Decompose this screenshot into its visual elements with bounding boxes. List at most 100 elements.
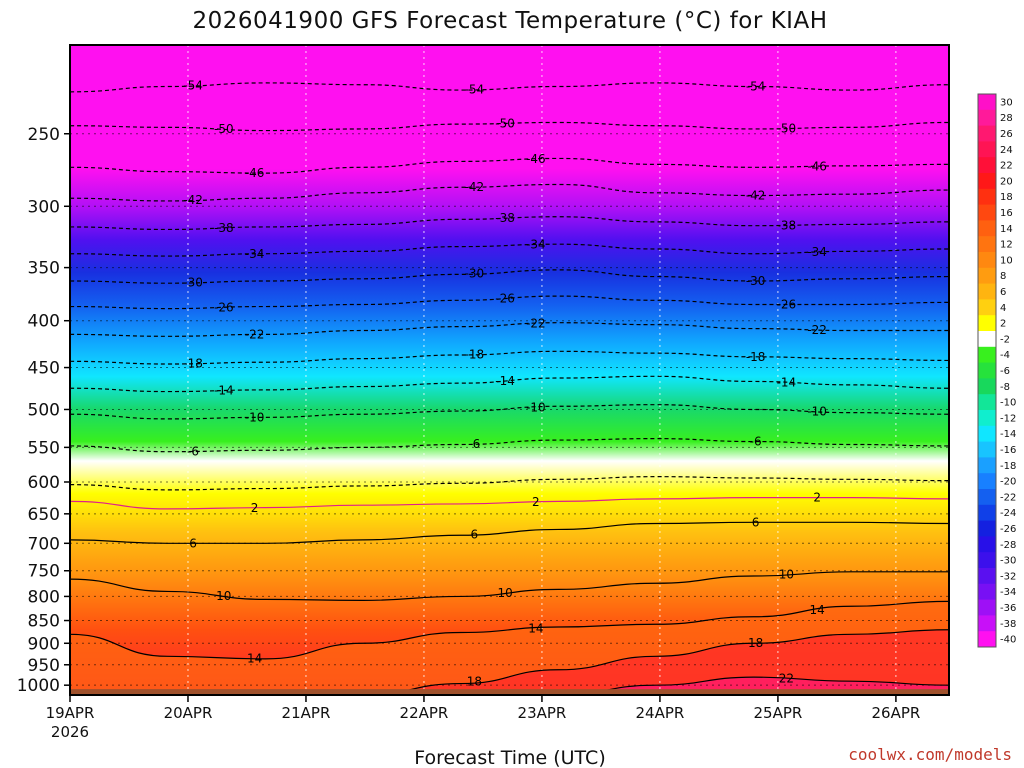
isotherm-label: 14 [247,652,262,666]
colorbar-label: -32 [1000,571,1016,582]
colorbar-swatch [978,173,996,190]
x-tick-label: 22APR [400,704,449,722]
isotherm--38 [70,216,949,231]
isotherm-label: -42 [746,189,766,203]
colorbar-label: -18 [1000,461,1016,472]
y-tick-label: 350 [28,259,60,279]
isotherm-label: -14 [214,384,234,398]
y-tick-label: 850 [28,612,60,632]
colorbar-label: -8 [1000,382,1010,393]
colorbar-swatch [978,204,996,221]
colorbar-swatch [978,536,996,553]
colorbar-label: -28 [1000,540,1016,551]
colorbar-swatch [978,552,996,569]
isotherm-label: 10 [779,568,794,582]
y-tick-label: 950 [28,656,60,676]
isotherm-label: -10 [526,400,546,414]
isotherm-label: -18 [746,350,766,364]
isotherm-label: 6 [752,515,760,529]
colorbar-label: 8 [1000,271,1006,282]
x-tick-label: 19APR [46,704,95,722]
isotherm-label: -54 [465,83,485,97]
isotherm-6 [70,521,949,544]
colorbar-swatch [978,267,996,284]
isotherm-10 [70,571,949,601]
colorbar-label: -34 [1000,587,1016,598]
isotherm-label: -26 [777,297,797,311]
colorbar-label: 20 [1000,176,1013,187]
isotherm--30 [70,269,949,284]
colorbar-label: -40 [1000,635,1016,646]
y-tick-label: 700 [28,534,60,554]
colorbar-label: -20 [1000,477,1016,488]
colorbar-label: -36 [1000,603,1016,614]
colorbar-swatch [978,504,996,521]
colorbar-swatch [978,615,996,632]
isotherm-label: 22 [779,671,794,685]
colorbar-swatch [978,441,996,458]
isotherm--14 [70,375,949,393]
colorbar-frame [977,93,997,648]
isotherm-label: -26 [214,300,234,314]
colorbar-label: 6 [1000,287,1006,298]
colorbar-swatch [978,188,996,205]
colorbar-swatch [978,394,996,411]
colorbar-swatch [978,109,996,126]
colorbar-label: -6 [1000,366,1010,377]
colorbar-label: 22 [1000,161,1013,172]
isotherm-label: -38 [777,218,797,232]
x-axis: 19APR 20APR 21APR 22APR 23APR 24APR 25APR 26APR… [46,695,920,741]
colorbar-swatch [978,331,996,348]
x-tick-label: 23APR [518,704,567,722]
colorbar-swatch [978,283,996,300]
isotherm--54 [70,82,949,93]
y-tick-label: 600 [28,473,60,493]
isotherm--10 [70,404,949,420]
colorbar-swatch [978,378,996,395]
colorbar-label: 18 [1000,192,1013,203]
isotherm-label: -10 [807,405,827,419]
x-year-label: 2026 [51,723,89,741]
colorbar-swatch [978,94,996,111]
isotherm-label: -6 [468,437,480,451]
colorbar-label: -14 [1000,429,1016,440]
isotherm-label: 10 [216,589,231,603]
colorbar-swatch [978,220,996,237]
isotherm--22 [70,322,949,337]
colorbar-label: -2 [1000,334,1010,345]
isotherm-label: -46 [526,152,546,166]
isotherm-label: 10 [497,586,512,600]
colorbar-swatch [978,157,996,174]
isotherm-label: -34 [245,247,265,261]
colorbar-swatch [978,252,996,269]
isotherm-label: -18 [465,347,485,361]
isotherm-label: -14 [777,376,797,390]
colorbar-label: 16 [1000,208,1013,219]
y-tick-label: 250 [28,125,60,145]
colorbar-label: 10 [1000,255,1013,266]
colorbar-swatch [978,362,996,379]
x-tick-label: 24APR [636,704,685,722]
isotherm-label: 2 [532,495,540,509]
isotherm-14 [70,600,949,660]
isotherm-label: -30 [746,274,766,288]
colorbar-swatch [978,299,996,316]
colorbar-swatch [978,410,996,427]
x-tick-label: 25APR [754,704,803,722]
colorbar-swatch [978,473,996,490]
isotherm--26 [70,295,949,310]
isotherm-label: -50 [777,121,797,135]
y-tick-label: 450 [28,359,60,379]
y-tick-label: 900 [28,634,60,654]
colorbar-swatch [978,583,996,600]
isotherm-label: -34 [526,238,546,252]
isotherm-label: -46 [807,159,827,173]
colorbar-label: 28 [1000,113,1013,124]
colorbar-label: 30 [1000,97,1013,108]
isotherm-label: -42 [465,180,485,194]
isotherm-label: 14 [810,603,825,617]
colorbar-swatch [978,520,996,537]
colorbar-label: 4 [1000,303,1006,314]
isotherm-label: -26 [495,291,515,305]
